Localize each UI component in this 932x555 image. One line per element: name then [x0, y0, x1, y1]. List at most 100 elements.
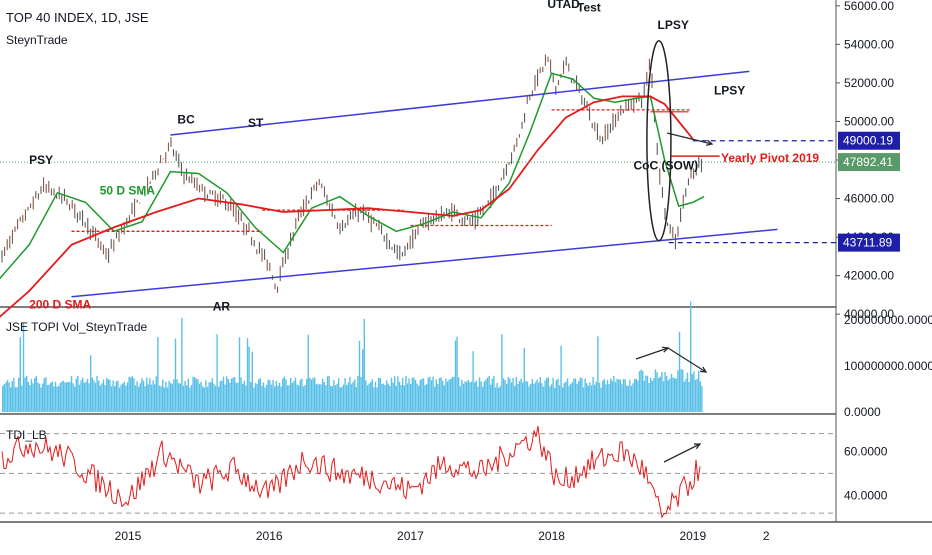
volume-bar — [515, 377, 517, 412]
volume-bar — [408, 378, 410, 412]
volume-bar — [142, 380, 145, 412]
tdi-tick-label: 60.0000 — [844, 444, 888, 458]
volume-bar — [229, 382, 231, 412]
volume-bar — [243, 380, 245, 412]
volume-bar — [234, 377, 236, 412]
volume-bar — [461, 379, 463, 412]
volume-bar — [6, 379, 9, 412]
volume-bar — [219, 381, 221, 412]
volume-bar — [91, 377, 93, 412]
volume-bar — [557, 378, 559, 412]
volume-bar — [232, 377, 234, 412]
volume-bar — [8, 382, 10, 412]
volume-bar — [438, 377, 441, 412]
volume-bar — [298, 385, 300, 412]
volume-bar — [686, 372, 689, 412]
volume-bar — [64, 382, 66, 412]
volume-bar — [54, 381, 57, 412]
volume-bar — [22, 322, 25, 412]
volume-bar — [459, 386, 461, 412]
volume-bar — [466, 381, 468, 412]
volume-bar — [470, 381, 473, 412]
volume-bar — [160, 386, 162, 412]
volume-bar — [362, 349, 364, 412]
volume-bar — [272, 379, 274, 412]
volume-bar — [440, 377, 442, 412]
volume-bar — [648, 382, 650, 412]
volume-bar — [635, 378, 637, 412]
annotation-label: Yearly Pivot 2019 — [721, 151, 819, 165]
volume-bar — [53, 386, 55, 412]
volume-bar — [262, 382, 265, 412]
volume-bar — [80, 380, 82, 412]
volume-bar — [334, 385, 337, 412]
volume-bar — [40, 387, 42, 412]
volume-bar — [638, 371, 641, 412]
volume-bar — [629, 379, 631, 412]
volume-bar — [586, 383, 588, 412]
volume-bar — [296, 384, 298, 412]
volume-bar — [277, 385, 279, 412]
volume-bar — [3, 384, 5, 412]
volume-bar — [560, 345, 562, 412]
volume-bar — [544, 380, 546, 412]
volume-bar — [224, 384, 226, 412]
volume-bar — [285, 379, 287, 412]
volume-bar — [467, 379, 469, 412]
volume-tick-label: 0.0000 — [844, 405, 881, 419]
annotation-label: LPSY — [714, 83, 745, 97]
volume-bar — [227, 379, 229, 412]
volume-bar — [474, 382, 476, 412]
volume-bar — [269, 380, 271, 412]
time-tick-label: 2015 — [115, 529, 142, 543]
volume-bar — [578, 381, 580, 412]
volume-bar — [507, 376, 509, 412]
volume-bar — [678, 331, 681, 412]
volume-bar — [370, 381, 372, 412]
volume-bar — [88, 383, 90, 412]
volume-bar — [29, 385, 31, 412]
volume-bar — [637, 380, 639, 412]
volume-bar — [205, 380, 207, 412]
volume-bar — [189, 387, 191, 412]
volume-bar — [595, 381, 597, 412]
volume-bar — [520, 378, 522, 412]
volume-bar — [304, 385, 306, 412]
volume-bar — [171, 384, 173, 412]
volume-bar — [376, 387, 378, 412]
volume-bar — [331, 386, 333, 412]
volume-bar — [389, 385, 391, 412]
volume-bar — [522, 382, 524, 412]
price-tag-label: 43711.89 — [843, 236, 892, 250]
volume-bar — [125, 385, 127, 412]
volume-bar — [282, 378, 284, 412]
volume-bar — [280, 386, 282, 412]
volume-bar — [478, 377, 481, 412]
volume-bar — [693, 371, 695, 412]
volume-bar — [554, 387, 556, 412]
volume-bar — [499, 386, 501, 412]
volume-bar — [237, 382, 239, 412]
volume-bar — [504, 380, 506, 412]
volume-bar — [531, 378, 533, 412]
volume-bar — [509, 378, 511, 412]
volume-bar — [69, 382, 71, 412]
volume-bar — [154, 384, 156, 412]
volume-bar — [82, 377, 84, 412]
volume-bar — [528, 386, 530, 412]
volume-bar — [56, 386, 58, 412]
volume-bar — [24, 377, 26, 412]
volume-bar — [11, 381, 13, 412]
volume-bar — [690, 301, 692, 412]
volume-bar — [291, 382, 293, 412]
volume-bar — [496, 382, 498, 412]
volume-bar — [563, 382, 565, 412]
volume-bar — [458, 377, 460, 412]
volume-bar — [658, 377, 660, 412]
volume-bar — [661, 371, 663, 412]
volume-bar — [333, 379, 335, 412]
volume-bar — [13, 377, 15, 412]
volume-bar — [510, 382, 513, 412]
volume-bar — [162, 379, 164, 412]
